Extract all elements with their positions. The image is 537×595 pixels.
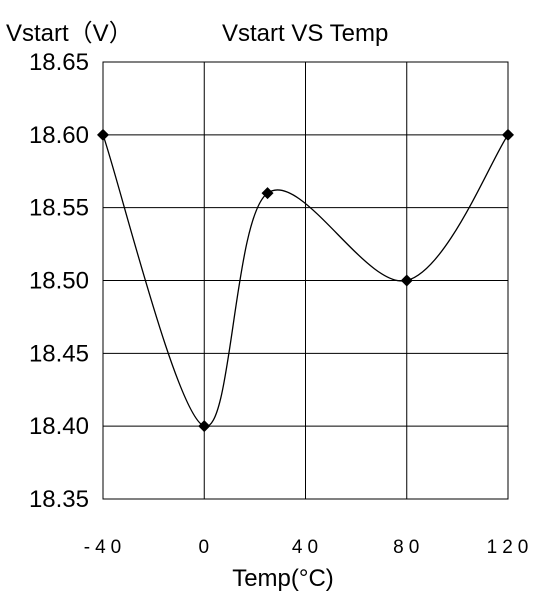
y-tick-label-2: 18.55 [29,195,89,222]
y-tick-label-6: 18.35 [29,486,89,513]
x-tick-label-1: 0 [198,537,214,558]
y-tick-labels: 18.65 18.60 18.55 18.50 18.45 18.40 18.35 [29,49,89,513]
x-axis-label: Temp(°C) [232,565,334,592]
chart-title: Vstart VS Temp [222,20,388,47]
data-point-2 [261,187,274,200]
plot-frame [102,61,509,500]
data-point-3 [400,274,413,287]
series-layer [102,134,509,427]
y-tick-label-0: 18.65 [29,49,89,76]
y-tick-label-5: 18.40 [29,413,89,440]
y-tick-label-4: 18.45 [29,340,89,367]
data-point-0 [97,128,109,141]
x-tick-label-4: 120 [487,537,534,558]
data-point-4 [502,128,514,141]
series-line [102,134,509,427]
marker-layer [97,128,514,433]
y-axis-label: Vstart（V） [6,20,133,47]
x-tick-label-2: 40 [292,537,323,558]
x-tick-labels: -40 0 40 80 120 [84,537,534,558]
data-point-1 [198,420,211,433]
y-tick-label-1: 18.60 [29,122,89,149]
x-tick-label-3: 80 [393,537,424,558]
grid [102,61,509,500]
y-tick-label-3: 18.50 [29,268,89,295]
x-tick-label-0: -40 [84,537,126,558]
